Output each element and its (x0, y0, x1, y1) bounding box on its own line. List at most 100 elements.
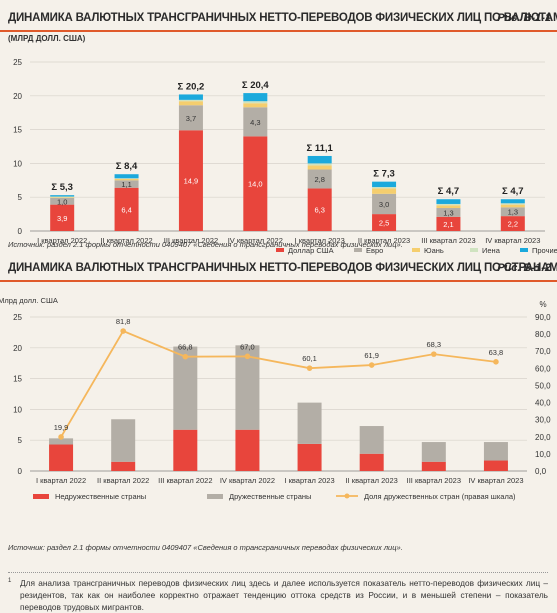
footnote-divider (8, 572, 548, 573)
chart2-y2tick-label: 60,0 (535, 364, 551, 373)
chart2-bar-1 (49, 444, 74, 471)
chart1-bar-2 (50, 197, 75, 205)
chart2-legend-label: Доля дружественных стран (правая шкала) (364, 492, 516, 501)
chart2-figure-number: Рис. В-1-2 (497, 262, 551, 274)
chart2-y2tick-label: 30,0 (535, 416, 551, 425)
chart1-bar-2 (307, 169, 332, 189)
chart1-ytick-label: 5 (18, 193, 23, 202)
chart1-figure-number: Рис. В-1-1 (497, 12, 551, 24)
chart1-bar-4 (114, 178, 139, 179)
chart1-bar-label: 6,4 (121, 205, 131, 214)
chart2-legend-label: Недружественные страны (55, 492, 146, 501)
chart1-bar-4 (178, 99, 203, 102)
chart2-bar-2 (235, 345, 260, 430)
chart2-share-point (120, 328, 126, 334)
chart2-bar-1 (483, 460, 508, 471)
chart2-ytick-label: 5 (18, 436, 23, 445)
chart2-category-label: III квартал 2023 (407, 476, 461, 485)
chart1-bar-label: 14,0 (248, 180, 263, 189)
chart1-category-label: III квартал 2023 (421, 236, 475, 245)
chart1-bar-3 (178, 101, 203, 106)
chart1-bar-label: 1,0 (57, 197, 67, 206)
chart2-bar-1 (173, 429, 198, 471)
chart1-bar-4 (372, 187, 397, 189)
chart2-y2tick-label: 10,0 (535, 450, 551, 459)
chart2-share-label: 61,9 (364, 351, 379, 360)
chart1-legend-label: Прочие (532, 246, 557, 255)
chart2-category-label: IV квартал 2023 (468, 476, 523, 485)
chart1-legend-label: Доллар США (288, 246, 334, 255)
chart2-share-label: 63,8 (489, 348, 504, 357)
chart1-bar-1 (178, 130, 203, 231)
chart1-total-label: Σ 20,2 (178, 81, 205, 92)
chart1-bar-label: 3,0 (379, 200, 389, 209)
chart2-share-label: 66,8 (178, 343, 193, 352)
chart2-plot: Млрд долл. США % 0 5 10 15 20 25 0,0 10,0 20,0 30,0… (0, 296, 551, 501)
chart2-y2tick-label: 80,0 (535, 330, 551, 339)
chart1-bar-label: 14,9 (184, 177, 199, 186)
chart1-legend-label: Иена (482, 246, 501, 255)
chart2-legend-label: Дружественные страны (229, 492, 311, 501)
chart1-bar-2 (178, 105, 203, 131)
chart1-category-label: I квартал 2022 (37, 236, 87, 245)
chart1-source: Источник: раздел 2.1 формы отчетности 04… (8, 240, 403, 249)
chart1-ytick-label: 0 (18, 227, 23, 236)
chart1-bar-1 (114, 187, 139, 231)
chart2-legend-swatch (33, 494, 49, 499)
chart2-ytick-label: 15 (13, 375, 22, 384)
chart2-category-label: II квартал 2022 (97, 476, 149, 485)
chart2-y2tick-label: 70,0 (535, 347, 551, 356)
chart1-bar-1 (307, 188, 332, 231)
chart1-bar-5 (50, 195, 75, 197)
chart1-category-label: I квартал 2023 (295, 236, 345, 245)
chart2-category-label: IV квартал 2022 (220, 476, 275, 485)
chart1-bar-4 (436, 203, 461, 206)
chart1-plot: 0 5 10 15 20 25 3,9 1,0 Σ 5,3 I квартал 2022 6,4 1,… (13, 58, 557, 255)
chart1-legend-swatch (412, 248, 420, 252)
chart1-subtitle: (МЛРД ДОЛЛ. США) (8, 34, 86, 43)
chart1-bar-4 (307, 163, 332, 166)
chart2-legend-swatch (207, 494, 223, 499)
chart2-bar-1 (235, 429, 260, 471)
chart1-category-label: IV квартал 2023 (485, 236, 540, 245)
chart1-bar-5 (243, 93, 268, 102)
chart1-total-label: Σ 20,4 (242, 80, 270, 91)
chart1-bar-1 (500, 216, 525, 231)
chart1-total-label: Σ 11,1 (307, 143, 334, 154)
chart2-y2-axis-label: % (539, 300, 546, 309)
chart2-share-point (58, 434, 64, 440)
chart2-share-point (431, 351, 437, 357)
chart1-bar-label: 2,2 (508, 220, 518, 229)
chart1-title: ДИНАМИКА ВАЛЮТНЫХ ТРАНСГРАНИЧНЫХ НЕТТО-П… (8, 12, 557, 24)
chart1-bar-4 (500, 203, 525, 205)
chart1-category-label: IV квартал 2022 (228, 236, 283, 245)
chart1-ytick-label: 25 (13, 58, 22, 67)
chart1-bar-2 (436, 208, 461, 217)
chart1-bar-label: 2,5 (379, 219, 389, 228)
chart1-bar-5 (436, 199, 461, 204)
chart2-bar-2 (49, 438, 74, 445)
chart2-share-point (306, 365, 313, 371)
chart1-bar-4 (50, 196, 75, 198)
chart1-legend-swatch (276, 248, 284, 252)
chart2-y-axis-label: Млрд долл. США (0, 296, 58, 305)
chart2-share-line (60, 329, 497, 438)
chart2-ytick-label: 10 (13, 405, 22, 414)
chart2-bar-2 (297, 402, 322, 444)
chart2-share-point (244, 353, 251, 360)
chart2-bar-1 (297, 443, 322, 471)
chart2-share-point (493, 359, 499, 365)
chart1-bar-label: 3,7 (186, 114, 196, 123)
chart2-bar-2 (483, 442, 508, 461)
chart2-bar-2 (111, 419, 136, 462)
footnote-mark: 1 (8, 578, 12, 584)
chart1-total-label: Σ 7,3 (373, 169, 395, 180)
chart1-bar-label: 1,3 (508, 208, 518, 217)
chart2-share-label: 81,8 (116, 317, 131, 326)
chart1-bar-2 (243, 107, 268, 137)
chart1-category-label: II квартал 2023 (358, 236, 410, 245)
chart2-y2tick-label: 50,0 (535, 381, 551, 390)
chart1-bar-3 (50, 197, 75, 198)
chart2-legend-marker (344, 493, 350, 499)
chart1-bar-3 (114, 178, 139, 181)
